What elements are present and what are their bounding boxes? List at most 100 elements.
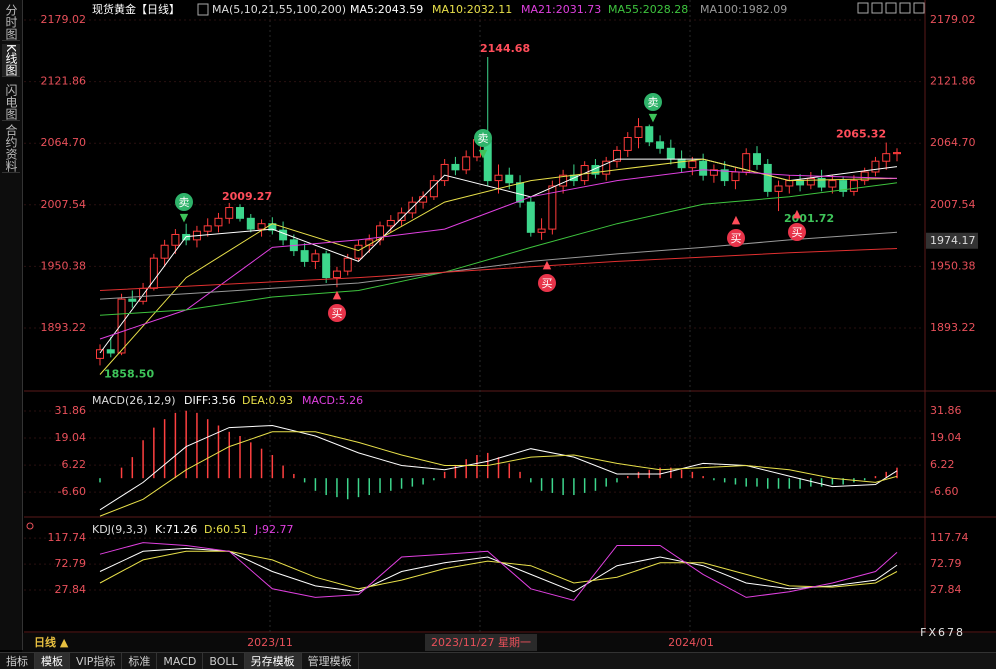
candle-body	[817, 177, 826, 188]
candle-body	[699, 160, 708, 176]
signal-badge	[328, 304, 346, 322]
candle-body	[656, 141, 665, 149]
toolbar-tab[interactable]: 指标	[0, 653, 35, 669]
crosshair-date-box	[425, 634, 537, 651]
candle-body	[602, 160, 611, 175]
x-tick-label: 2023/11/27 星期一	[431, 636, 531, 649]
candle-body	[236, 207, 245, 219]
candle-body	[149, 257, 158, 289]
candle-body	[623, 137, 632, 151]
legend-entry: MACD:5.26	[302, 394, 363, 407]
signal-badge	[644, 93, 662, 111]
candle-body	[720, 169, 729, 182]
y-tick-label: 19.04	[930, 431, 962, 444]
candle-body	[225, 207, 234, 219]
signal-arrow: ▼	[479, 147, 488, 160]
candle-body	[548, 185, 557, 230]
y-tick-label: -6.60	[58, 485, 86, 498]
header-text: MACD(26,12,9)	[92, 394, 176, 407]
price-annotation: 2009.27	[222, 190, 272, 203]
legend-entry: D:60.51	[204, 523, 248, 536]
candle-body	[893, 152, 901, 155]
y-tick-label: 2121.86	[930, 75, 976, 88]
signal-label: 卖	[478, 132, 489, 145]
candle-body	[214, 217, 223, 227]
candle-body	[634, 126, 643, 139]
side-tab[interactable]: 分时图	[2, 4, 20, 41]
legend-entry: MA10:2032.11	[432, 3, 512, 16]
legend-entry: MA55:2028.28	[608, 3, 688, 16]
candle-body	[796, 180, 805, 186]
window-icon	[871, 2, 883, 14]
candle-body	[839, 180, 848, 192]
signal-arrow: ▲	[543, 258, 552, 271]
y-tick-label: 117.74	[48, 531, 87, 544]
signal-label: 买	[731, 232, 742, 245]
candle-body	[332, 270, 341, 279]
y-tick-label: 31.86	[55, 404, 87, 417]
signal-arrow: ▲	[732, 213, 741, 226]
side-tabs: 分时图 K线图闪电图合约资料	[0, 0, 23, 650]
last-price-box	[926, 232, 978, 249]
candle-body	[300, 250, 309, 262]
candle-body	[677, 158, 686, 169]
side-tab[interactable]: K线图	[2, 44, 20, 77]
candle-body	[709, 169, 718, 176]
candle-body	[785, 180, 794, 187]
signal-label: 买	[542, 277, 553, 290]
candle-body	[279, 229, 288, 241]
candle-body	[354, 244, 363, 259]
header-text: MA(5,10,21,55,100,200)	[212, 3, 346, 16]
legend-entry: MA21:2031.73	[521, 3, 601, 16]
candle-body	[440, 163, 449, 182]
indicator-line	[99, 158, 898, 375]
toolbar-tab[interactable]: 另存模板	[244, 653, 302, 669]
toolbar-tab[interactable]: 管理模板	[302, 653, 359, 669]
candle-body	[688, 160, 697, 169]
toolbar-tab[interactable]: 模板	[35, 653, 70, 669]
candle-body	[742, 153, 751, 173]
candle-body	[752, 153, 761, 165]
candle-body	[246, 217, 255, 230]
candle-body	[537, 228, 546, 233]
candle-body	[397, 212, 406, 221]
candle-body	[106, 349, 115, 354]
side-tab[interactable]: 闪电图	[2, 84, 20, 121]
signal-arrow: ▼	[180, 211, 189, 224]
candle-body	[311, 253, 320, 262]
price-annotation: 2065.32	[836, 128, 886, 141]
signal-arrow: ▼	[649, 111, 658, 124]
y-tick-label: 72.79	[930, 557, 962, 570]
price-annotation: 2001.72	[784, 212, 834, 225]
signal-label: 买	[332, 307, 343, 320]
indicator-line	[99, 231, 898, 300]
window-icon	[857, 2, 869, 14]
candle-body	[343, 257, 352, 272]
period-label: 日线 ▲	[34, 635, 69, 649]
signal-label: 卖	[179, 196, 190, 209]
legend-entry: DIFF:3.56	[184, 394, 236, 407]
y-tick-label: 2064.70	[930, 136, 976, 149]
y-tick-label: 1893.22	[930, 321, 976, 334]
indicator-line	[99, 547, 898, 593]
side-tab[interactable]: 合约资料	[2, 124, 20, 173]
signal-badge	[175, 193, 193, 211]
window-icon	[899, 2, 911, 14]
toolbar-tab[interactable]: MACD	[157, 653, 204, 669]
candle-body	[860, 171, 869, 182]
toolbar-tab[interactable]: VIP指标	[70, 653, 123, 669]
candle-body	[645, 126, 654, 143]
y-tick-label: 27.84	[930, 583, 962, 596]
candle-body	[160, 244, 169, 259]
watermark: FX678	[920, 626, 965, 639]
signal-badge	[538, 274, 556, 292]
y-tick-label: 27.84	[55, 583, 87, 596]
y-tick-label: 1950.38	[41, 259, 87, 272]
candle-body	[171, 233, 180, 246]
candle-body	[505, 174, 514, 184]
y-tick-label: 2179.02	[930, 13, 976, 26]
y-tick-label: 117.74	[930, 531, 969, 544]
toolbar-tab[interactable]: 标准	[122, 653, 158, 669]
toolbar-tab[interactable]: BOLL	[203, 653, 245, 669]
y-tick-label: 19.04	[55, 431, 87, 444]
